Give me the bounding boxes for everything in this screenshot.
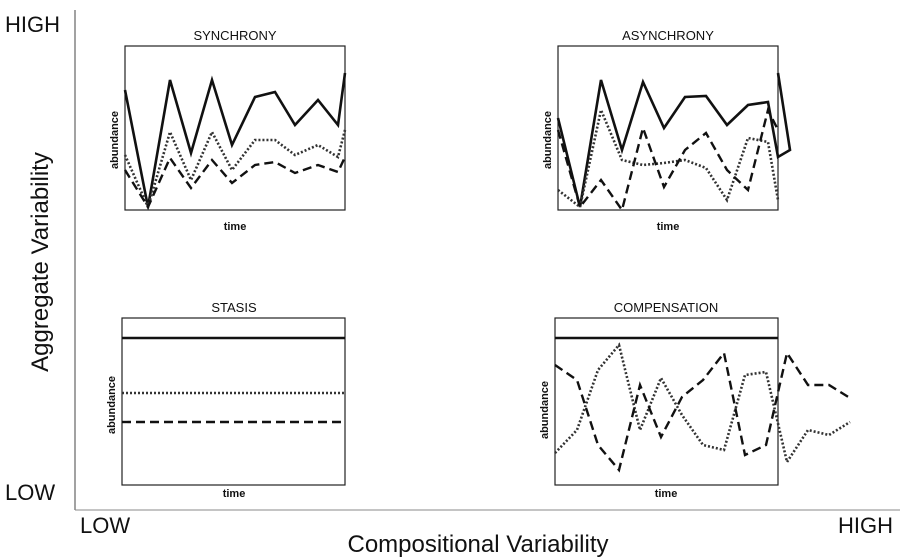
panel-title: COMPENSATION [614,300,719,315]
x-high: HIGH [838,513,893,538]
panel-y-label: abundance [109,111,121,169]
series-line [554,349,851,473]
panel-title: ASYNCHRONY [622,28,714,43]
panel-frame [557,45,779,211]
panel-x-label: time [655,488,678,500]
panel-frame [554,317,779,486]
series-line [556,72,792,208]
panel-frame [124,45,346,211]
y-axis-label: Aggregate Variability [27,152,54,372]
y-low: LOW [5,480,55,505]
series-line [123,128,347,211]
series-line [123,155,347,210]
panel-y-label: abundance [539,381,551,439]
panel-title: SYNCHRONY [193,28,276,43]
series-line [554,342,851,466]
series-line [556,106,780,213]
x-axis-label: Compositional Variability [348,531,609,558]
panel-x-label: time [223,488,246,500]
panel-frame [121,317,346,486]
panel-title: STASIS [211,300,257,315]
y-high: HIGH [5,12,60,37]
series-line [123,72,347,208]
panel-x-label: time [224,221,247,233]
panel-y-label: abundance [106,376,118,434]
x-low: LOW [80,513,130,538]
panel-x-label: time [657,221,680,233]
panel-y-label: abundance [542,111,554,169]
